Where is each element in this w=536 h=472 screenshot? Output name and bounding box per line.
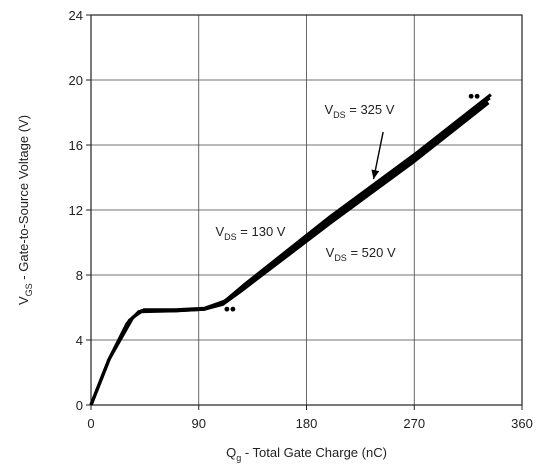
y-tick-label: 16: [69, 138, 83, 153]
y-axis-title: VGS - Gate-to-Source Voltage (V): [16, 115, 34, 305]
annotation-main: V: [216, 224, 225, 239]
annotation-sub: DS: [224, 232, 237, 242]
annotation-rest: = 130 V: [237, 224, 286, 239]
y-tick-label: 0: [76, 398, 83, 413]
x-axis-title-sub: g: [236, 453, 241, 463]
marker-dot: [230, 306, 236, 312]
y-axis-title-main: V: [16, 296, 31, 305]
y-tick-label: 4: [76, 333, 83, 348]
x-axis-title: Qg - Total Gate Charge (nC): [226, 445, 387, 463]
annotation-label-2: VDS = 130 V: [216, 224, 286, 242]
x-tick-label: 0: [87, 416, 94, 431]
marker-dot: [468, 93, 474, 99]
annotation-sub: DS: [334, 253, 347, 263]
y-tick-labels: 0 4 8 12 16 20 24: [69, 8, 83, 413]
annotation-label-1: VDS = 325 V: [324, 102, 394, 120]
y-tick-label: 24: [69, 8, 83, 23]
markers: [224, 93, 480, 312]
x-tick-label: 270: [403, 416, 425, 431]
x-axis-title-rest: - Total Gate Charge (nC): [241, 445, 387, 460]
x-tick-labels: 0 90 180 270 360: [87, 416, 532, 431]
series-line-3: [89, 93, 492, 406]
x-axis-title-main: Q: [226, 445, 236, 460]
x-tick-label: 360: [511, 416, 533, 431]
curves: [89, 93, 492, 406]
annotation-arrow-head: [371, 169, 380, 180]
y-tick-label: 12: [69, 203, 83, 218]
marker-dot: [224, 306, 230, 312]
annotation-rest: = 520 V: [347, 245, 396, 260]
annotation-main: V: [324, 102, 333, 117]
annotation-sub: DS: [333, 110, 346, 120]
y-axis-title-sub: GS: [24, 283, 34, 296]
y-tick-label: 8: [76, 268, 83, 283]
x-tick-label: 180: [296, 416, 318, 431]
annotation-rest: = 325 V: [346, 102, 395, 117]
y-axis-title-rest: - Gate-to-Source Voltage (V): [16, 115, 31, 283]
plot-frame: [90, 14, 523, 406]
annotation-main: V: [326, 245, 335, 260]
grid: [86, 14, 523, 410]
y-tick-label: 20: [69, 73, 83, 88]
annotation-label-3: VDS = 520 V: [326, 245, 396, 263]
x-tick-label: 90: [192, 416, 206, 431]
plot-border: [90, 14, 523, 406]
marker-dot: [474, 93, 480, 99]
